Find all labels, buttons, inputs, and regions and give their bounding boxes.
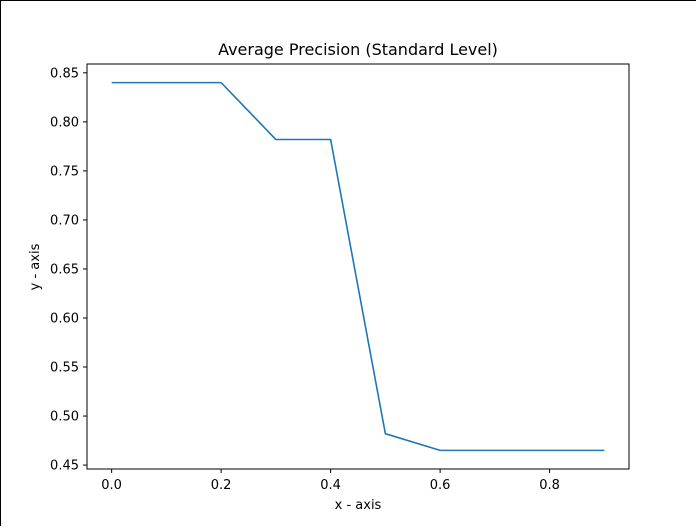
y-tick-label: 0.70 — [50, 213, 79, 228]
plot-area — [86, 63, 630, 470]
x-tick-label: 0.0 — [101, 478, 122, 493]
chart-title: Average Precision (Standard Level) — [218, 40, 498, 59]
y-tick-label: 0.75 — [50, 164, 79, 179]
y-axis-label: y - axis — [28, 243, 43, 290]
x-tick-label: 0.6 — [430, 478, 451, 493]
series-layer — [111, 81, 605, 452]
y-axis: 0.45 0.50 0.55 0.60 0.65 0.70 0.75 0.80 0.85 — [50, 66, 87, 474]
x-axis-label: x - axis — [335, 498, 382, 513]
series-line — [111, 81, 605, 452]
x-tick-label: 0.4 — [320, 478, 341, 493]
x-tick-label: 0.2 — [211, 478, 232, 493]
y-tick-label: 0.80 — [50, 115, 79, 130]
y-tick-label: 0.65 — [50, 262, 79, 277]
y-tick-label: 0.45 — [50, 459, 79, 474]
y-tick-label: 0.85 — [50, 66, 79, 81]
y-tick-label: 0.50 — [50, 410, 79, 425]
x-axis: 0.0 0.2 0.4 0.6 0.8 — [101, 469, 560, 493]
y-tick-label: 0.55 — [50, 361, 79, 376]
x-tick-label: 0.8 — [539, 478, 560, 493]
y-tick-label: 0.60 — [50, 311, 79, 326]
